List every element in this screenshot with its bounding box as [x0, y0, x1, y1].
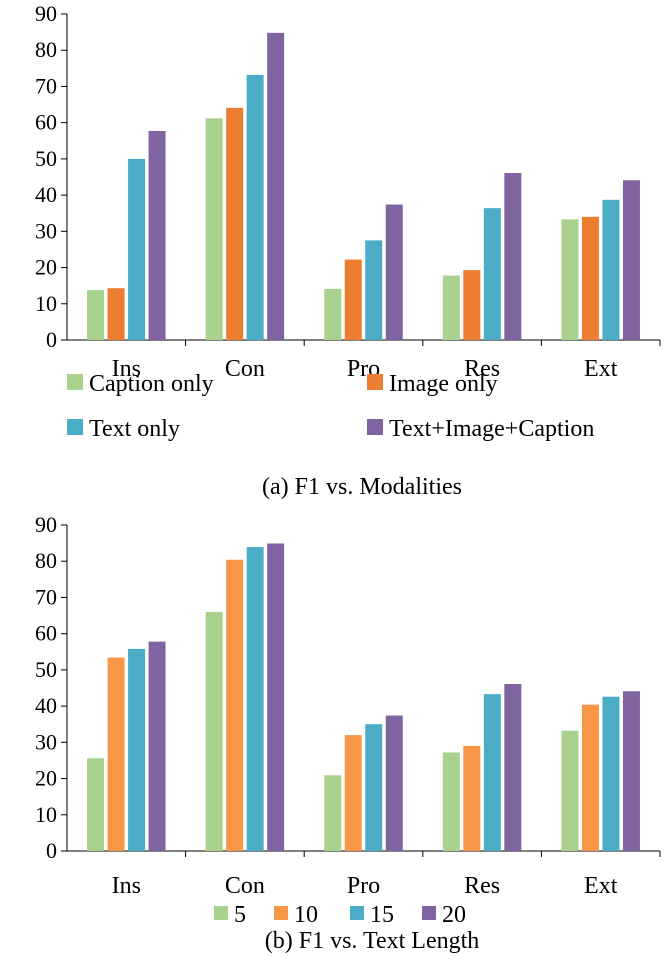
- bar: [107, 657, 125, 851]
- legend-swatch: [350, 906, 364, 920]
- y-tick-label: 90: [35, 512, 57, 537]
- bar: [128, 158, 146, 340]
- y-tick-label: 80: [35, 548, 57, 573]
- bar: [324, 775, 342, 851]
- bar: [463, 270, 481, 340]
- bar: [226, 559, 244, 851]
- x-tick-label: Pro: [347, 873, 380, 899]
- legend-swatch: [367, 374, 383, 390]
- bar: [246, 74, 264, 340]
- bar: [622, 691, 640, 851]
- legend: 5 10 15 20: [214, 902, 466, 928]
- bar: [581, 216, 599, 340]
- bar: [365, 724, 383, 851]
- legend-label: 20: [442, 902, 466, 928]
- bar: [483, 694, 501, 851]
- x-tick-label: Ins: [112, 356, 141, 382]
- bar: [87, 290, 105, 340]
- chart-caption: (b) F1 vs. Text Length: [265, 928, 480, 954]
- bar: [344, 259, 362, 340]
- y-tick-label: 10: [35, 291, 57, 316]
- chart-caption: (a) F1 vs. Modalities: [262, 474, 462, 500]
- bar: [561, 219, 579, 340]
- y-tick-label: 30: [35, 729, 57, 754]
- bar: [504, 173, 522, 340]
- y-tick-label: 0: [46, 838, 57, 863]
- bar: [148, 641, 166, 851]
- x-tick-label: Con: [225, 873, 265, 899]
- legend-label: Text only: [89, 416, 180, 442]
- bar: [107, 288, 125, 340]
- legend-label: Image only: [389, 371, 498, 397]
- bar: [602, 199, 620, 340]
- y-tick-label: 50: [35, 657, 57, 682]
- x-tick-label: Ins: [112, 873, 141, 899]
- x-tick-label: Ext: [584, 356, 618, 382]
- y-tick-label: 40: [35, 693, 57, 718]
- bar: [561, 730, 579, 851]
- legend-swatch: [422, 906, 436, 920]
- bar: [442, 275, 460, 340]
- bar: [602, 696, 620, 851]
- legend-swatch: [67, 419, 83, 435]
- y-tick-label: 40: [35, 182, 57, 207]
- bar: [324, 288, 342, 340]
- bar: [246, 547, 264, 851]
- bar: [205, 118, 223, 340]
- y-tick-label: 60: [35, 110, 57, 135]
- legend-swatch: [367, 419, 383, 435]
- y-tick-label: 10: [35, 802, 57, 827]
- y-tick-label: 20: [35, 766, 57, 791]
- bar: [267, 32, 285, 340]
- bar: [365, 240, 383, 340]
- x-tick-label: Res: [464, 356, 500, 382]
- bar: [385, 715, 403, 851]
- x-tick-label: Ext: [584, 873, 618, 899]
- y-tick-label: 30: [35, 218, 57, 243]
- bar: [463, 745, 481, 851]
- y-tick-label: 70: [35, 584, 57, 609]
- legend-label: 15: [370, 902, 394, 928]
- x-tick-label: Con: [225, 356, 265, 382]
- bar: [483, 208, 501, 340]
- bar: [442, 752, 460, 851]
- bar: [128, 648, 146, 851]
- legend-label: 10: [294, 902, 318, 928]
- y-tick-label: 70: [35, 73, 57, 98]
- legend-swatch: [274, 906, 288, 920]
- bar: [504, 684, 522, 851]
- y-tick-label: 20: [35, 255, 57, 280]
- legend-swatch: [67, 374, 83, 390]
- bar: [622, 180, 640, 340]
- y-tick-label: 80: [35, 37, 57, 62]
- bar: [226, 107, 244, 340]
- y-tick-label: 90: [35, 1, 57, 26]
- bar: [344, 735, 362, 851]
- legend-label: Text+Image+Caption: [389, 416, 594, 442]
- legend-label: Caption only: [89, 371, 214, 397]
- bar: [87, 758, 105, 851]
- bar: [385, 204, 403, 340]
- legend-label: 5: [234, 902, 246, 928]
- y-tick-label: 0: [46, 327, 57, 352]
- y-tick-label: 60: [35, 621, 57, 646]
- legend: Caption only Image only Text only Text+Imag…: [67, 371, 594, 442]
- y-tick-label: 50: [35, 146, 57, 171]
- bar: [205, 611, 223, 851]
- x-tick-label: Res: [464, 873, 500, 899]
- legend-swatch: [214, 906, 228, 920]
- chart-b: 0 10 20 30 40 50 60 70 80 90 Ins Con Pro Res Ext 5 10 15 2…: [35, 512, 661, 954]
- bar: [148, 130, 166, 340]
- bar: [581, 704, 599, 851]
- bar: [267, 543, 285, 851]
